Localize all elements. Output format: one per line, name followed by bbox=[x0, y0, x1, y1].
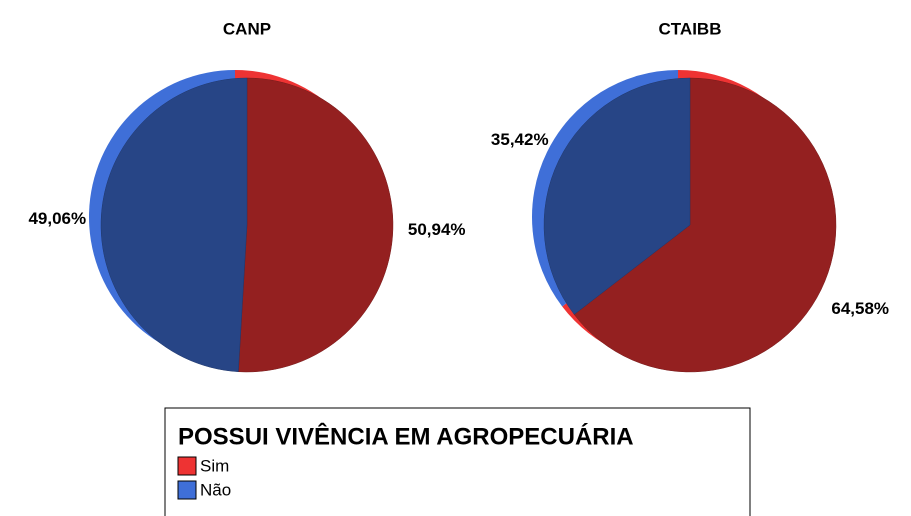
legend-label: Sim bbox=[200, 456, 229, 475]
pie-slice bbox=[573, 77, 837, 373]
legend-title: POSSUI VIVÊNCIA EM AGROPECUÁRIA bbox=[178, 422, 634, 450]
data-label: 35,42% bbox=[491, 130, 549, 149]
legend-box bbox=[164, 407, 751, 516]
chart-title: CTAIBB bbox=[659, 19, 722, 38]
data-label: 49,06% bbox=[28, 209, 86, 228]
legend-swatch bbox=[177, 456, 197, 476]
pie-slice bbox=[543, 77, 691, 315]
chart-title: CANP bbox=[223, 19, 271, 38]
legend-label: Não bbox=[200, 480, 231, 499]
data-label: 50,94% bbox=[408, 220, 466, 239]
pie-slice bbox=[238, 77, 394, 373]
data-label: 64,58% bbox=[831, 299, 889, 318]
legend-swatch bbox=[177, 480, 197, 500]
pie-slice bbox=[100, 77, 248, 373]
